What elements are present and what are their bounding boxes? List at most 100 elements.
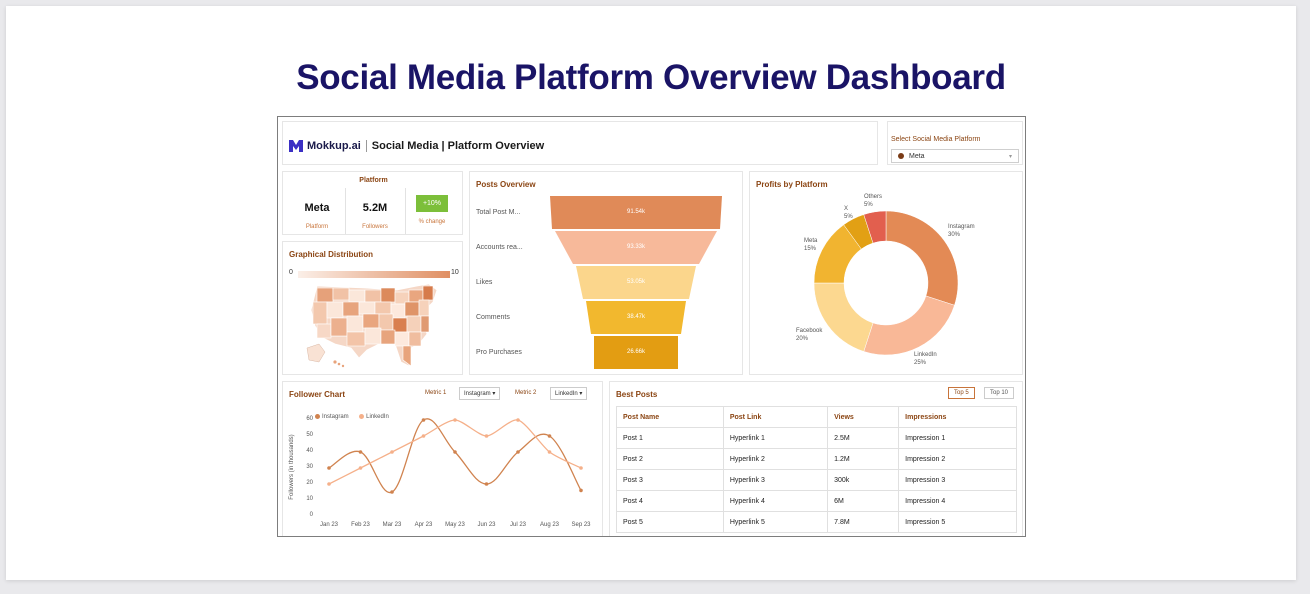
col-post-link[interactable]: Post Link xyxy=(722,406,829,428)
funnel-stage-value: 53.05k xyxy=(626,278,645,285)
brand-divider xyxy=(365,140,367,152)
funnel-stage-label: Pro Purchases xyxy=(476,348,522,356)
col-views[interactable]: Views xyxy=(827,406,900,428)
best-posts-title: Best Posts xyxy=(616,390,658,399)
series-line-instagram xyxy=(328,418,582,493)
table-header-row: Post Name Post Link Views Impressions xyxy=(616,406,1017,428)
donut-label-pct: 20% xyxy=(796,336,809,342)
donut-label-linkedin: LinkedIn 25% xyxy=(914,351,937,367)
data-point-linkedin xyxy=(453,418,457,422)
cell-views: 2.5M xyxy=(827,427,900,449)
table-row[interactable]: Post 5 Hyperlink 5 7.8M Impression 5 xyxy=(616,511,1017,533)
funnel-segment-1 xyxy=(555,231,717,264)
y-tick-label: 10 xyxy=(306,496,313,502)
x-tick-label: Jan 23 xyxy=(319,522,338,528)
legend-linkedin-label: LinkedIn xyxy=(366,413,389,420)
cell-post-link[interactable]: Hyperlink 1 xyxy=(722,427,829,449)
col-post-name[interactable]: Post Name xyxy=(616,406,724,428)
platform-color-dot xyxy=(898,153,904,159)
platform-select[interactable]: Meta ▾ xyxy=(891,149,1019,163)
donut-label-pct: 5% xyxy=(864,202,873,208)
profits-card: Profits by Platform Instagram 30% LinkedIn… xyxy=(749,171,1023,375)
y-tick-label: 40 xyxy=(306,448,313,454)
cell-post-link[interactable]: Hyperlink 4 xyxy=(722,490,829,512)
donut-label-x: X 5% xyxy=(844,205,853,221)
profits-card-title: Profits by Platform xyxy=(756,180,828,189)
cell-impressions: Impression 4 xyxy=(898,490,1017,512)
donut-slice-others xyxy=(863,210,887,244)
data-point-instagram xyxy=(579,488,583,493)
donut-label-instagram: Instagram 30% xyxy=(948,223,975,239)
metric1-label: Metric 1 xyxy=(425,390,447,396)
cell-post-link[interactable]: Hyperlink 5 xyxy=(722,511,829,533)
chevron-down-icon: ▾ xyxy=(1008,154,1012,160)
table-row[interactable]: Post 2 Hyperlink 2 1.2M Impression 2 xyxy=(616,448,1017,470)
metric1-dropdown[interactable]: Instagram ▾ xyxy=(459,387,501,400)
funnel-segment xyxy=(594,336,678,369)
donut-label-others: Others 5% xyxy=(864,193,882,209)
kpi-change-label: % change xyxy=(418,219,446,225)
table-row[interactable]: Post 1 Hyperlink 1 2.5M Impression 1 xyxy=(616,427,1017,449)
cell-post-name: Post 2 xyxy=(616,448,724,470)
kpi-change-badge: +10% xyxy=(415,195,449,212)
chevron-down-icon: ▾ xyxy=(579,391,583,397)
cell-impressions: Impression 3 xyxy=(898,469,1017,491)
platform-selector-card: Select Social Media Platform Meta ▾ xyxy=(887,121,1023,165)
profits-donut-chart xyxy=(813,210,959,356)
best-posts-table: Post Name Post Link Views Impressions Po… xyxy=(616,406,1017,533)
donut-label-name: Facebook xyxy=(796,328,823,334)
donut-label-facebook: Facebook 20% xyxy=(796,327,822,343)
data-point-instagram xyxy=(358,450,363,454)
funnel-segment xyxy=(555,231,717,264)
col-impressions[interactable]: Impressions xyxy=(898,406,1017,428)
geo-card-title: Graphical Distribution xyxy=(289,250,374,259)
funnel-stage-label: Total Post M... xyxy=(476,208,521,216)
kpi-card-title: Platform xyxy=(359,177,388,184)
x-tick-label: Apr 23 xyxy=(414,522,433,528)
y-tick-label: 50 xyxy=(306,432,313,438)
dashboard-title: Social Media | Platform Overview xyxy=(371,140,545,152)
metric2-value: LinkedIn xyxy=(555,391,578,397)
us-map xyxy=(306,283,438,368)
geo-distribution-card: Graphical Distribution 0 10 xyxy=(282,241,463,375)
dashboard-frame: Mokkup.ai Social Media | Platform Overvi… xyxy=(277,116,1026,537)
donut-label-pct: 25% xyxy=(914,360,927,366)
kpi-platform-label: Platform xyxy=(305,224,329,230)
donut-label-pct: 5% xyxy=(844,214,853,220)
follower-chart-card: Follower Chart Metric 1 Instagram ▾ Metr… xyxy=(282,381,603,536)
platform-selector-label: Select Social Media Platform xyxy=(891,136,981,143)
legend-dot xyxy=(359,414,365,419)
cell-post-link[interactable]: Hyperlink 3 xyxy=(722,469,829,491)
table-row[interactable]: Post 4 Hyperlink 4 6M Impression 4 xyxy=(616,490,1017,512)
top5-button[interactable]: Top 5 xyxy=(948,387,975,399)
data-point-linkedin xyxy=(579,466,583,470)
funnel-segment-3 xyxy=(586,301,686,334)
donut-label-name: LinkedIn xyxy=(914,352,937,358)
cell-post-link[interactable]: Hyperlink 2 xyxy=(722,448,829,470)
data-point-instagram xyxy=(453,450,457,454)
cell-post-name: Post 4 xyxy=(616,490,724,512)
x-tick-label: Mar 23 xyxy=(382,522,402,528)
cell-impressions: Impression 1 xyxy=(898,427,1017,449)
data-point-instagram xyxy=(484,482,489,486)
donut-label-name: Instagram xyxy=(948,224,975,230)
table-row[interactable]: Post 3 Hyperlink 3 300k Impression 3 xyxy=(616,469,1017,491)
donut-slice-facebook xyxy=(813,282,874,352)
funnel-stage-label: Likes xyxy=(476,278,493,286)
geo-color-scale xyxy=(298,271,450,278)
kpi-platform-value: Meta xyxy=(304,202,330,214)
legend-dot xyxy=(315,414,320,419)
geo-scale-max: 10 xyxy=(451,269,459,276)
metric2-label: Metric 2 xyxy=(515,390,537,396)
follower-line-chart xyxy=(327,418,583,494)
top10-button[interactable]: Top 10 xyxy=(984,387,1015,399)
legend-instagram-label: Instagram xyxy=(322,413,349,420)
x-tick-label: Jul 23 xyxy=(509,522,526,528)
page-title: Social Media Platform Overview Dashboard xyxy=(296,58,1006,97)
data-point-linkedin xyxy=(327,482,331,486)
cell-post-name: Post 1 xyxy=(616,427,724,449)
metric2-dropdown[interactable]: LinkedIn ▾ xyxy=(550,387,588,400)
cell-views: 7.8M xyxy=(827,511,900,533)
y-tick-label: 60 xyxy=(306,416,313,422)
kpi-divider xyxy=(405,188,406,234)
